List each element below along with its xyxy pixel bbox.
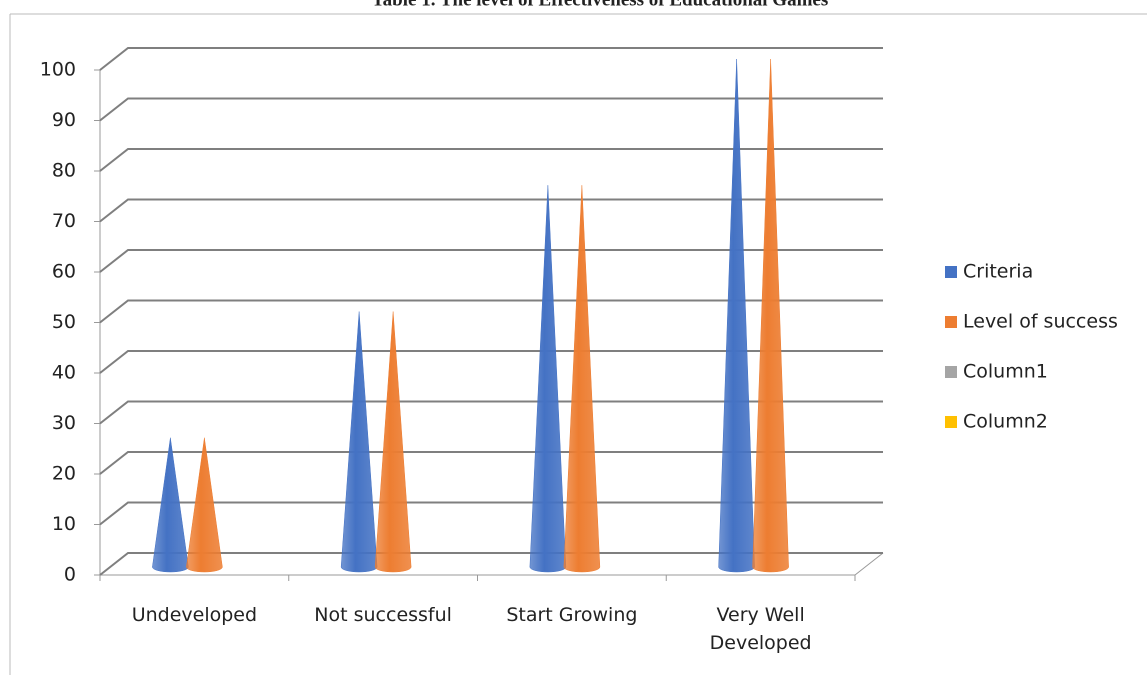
- grid-line: [99, 148, 883, 172]
- grid-line: [99, 198, 883, 223]
- x-tick-label: Not successful: [314, 604, 452, 626]
- legend-swatch: [945, 416, 957, 428]
- grid-line: [99, 501, 883, 526]
- legend-label: Column2: [963, 411, 1048, 433]
- cone: [152, 437, 189, 573]
- x-tick-label: Developed: [710, 632, 812, 654]
- cone: [563, 185, 601, 573]
- y-tick-label: 100: [40, 59, 76, 81]
- cone: [186, 437, 223, 573]
- y-tick-label: 50: [52, 311, 76, 333]
- x-tick-label: Start Growing: [506, 604, 637, 626]
- legend-swatch: [945, 366, 957, 378]
- y-tick-label: 10: [52, 513, 76, 535]
- x-tick-label: Very Well: [717, 604, 805, 626]
- grid-line: [99, 299, 883, 324]
- y-tick-label: 30: [52, 412, 76, 434]
- y-tick-label: 90: [52, 109, 76, 131]
- grid-line: [99, 97, 883, 122]
- grid-line: [99, 552, 883, 576]
- cone: [752, 58, 789, 573]
- y-tick-label: 80: [52, 160, 76, 182]
- chart-title: Table 1. The level of Effectiveness of E…: [372, 0, 829, 10]
- y-tick-label: 60: [52, 261, 76, 283]
- grid-line: [99, 350, 883, 374]
- grid-line: [99, 249, 883, 273]
- y-tick-label: 0: [64, 564, 76, 586]
- cone: [374, 311, 412, 573]
- legend-label: Level of success: [963, 311, 1118, 333]
- x-tick-label: Start Growing: [506, 604, 637, 626]
- legend-label: Column1: [963, 361, 1048, 383]
- grid-line: [99, 451, 883, 475]
- x-tick-label: Not successful: [314, 604, 452, 626]
- y-tick-label: 40: [52, 362, 76, 384]
- x-tick-label: Very Well Developed: [710, 604, 812, 654]
- grid-line: [99, 47, 883, 71]
- y-tick-label: 20: [52, 463, 76, 485]
- x-tick-label: Undeveloped: [132, 604, 257, 626]
- x-tick-label: Undeveloped: [132, 604, 257, 626]
- y-tick-label: 70: [52, 210, 76, 232]
- grid-line: [99, 400, 883, 425]
- legend-swatch: [945, 316, 957, 328]
- cone: [718, 58, 755, 573]
- legend-label: Criteria: [963, 261, 1033, 283]
- axis: [854, 552, 884, 576]
- legend-swatch: [945, 266, 957, 278]
- cone: [529, 185, 567, 573]
